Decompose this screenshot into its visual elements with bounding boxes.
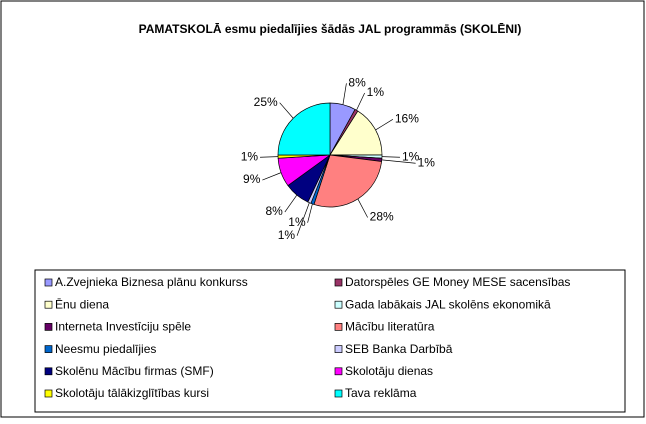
legend-label: Tava reklāma xyxy=(345,386,417,400)
leader-line xyxy=(279,102,294,119)
legend-label: SEB Banka Darbībā xyxy=(345,342,453,356)
legend-swatch xyxy=(44,323,53,331)
legend-swatch xyxy=(334,389,343,398)
pie-slice xyxy=(329,110,383,156)
legend-label: Gada labākais JAL skolēns ekonomikā xyxy=(345,297,551,311)
legend-box xyxy=(34,269,626,413)
leader-line xyxy=(296,202,310,236)
legend-label: Skolotāju dienas xyxy=(345,364,433,378)
legend-label: Interneta Investīciju spēle xyxy=(55,320,191,334)
data-label: 16% xyxy=(395,112,419,126)
data-label: 1% xyxy=(278,228,296,242)
data-label: 1% xyxy=(367,85,385,99)
legend-swatch xyxy=(44,300,53,309)
legend-swatch xyxy=(44,278,53,287)
data-label: 1% xyxy=(288,215,306,229)
legend-swatch xyxy=(334,300,343,309)
legend-swatch xyxy=(334,323,343,331)
legend-swatch xyxy=(44,367,53,376)
data-label: 28% xyxy=(370,210,394,224)
data-label: 25% xyxy=(254,95,278,109)
leader-line xyxy=(381,159,416,164)
legend-swatch xyxy=(334,345,343,353)
legend-swatch xyxy=(44,345,53,353)
data-label: 1% xyxy=(241,149,259,163)
legend-label: Mācību literatūra xyxy=(345,320,435,334)
leader-line xyxy=(284,194,298,213)
leader-line xyxy=(356,92,365,111)
chart-title: PAMATSKOLĀ esmu piedalījies šādās JAL pr… xyxy=(139,22,522,36)
legend-label: Datorspēles GE Money MESE sacensības xyxy=(345,275,570,289)
leader-line xyxy=(307,203,313,223)
leader-line xyxy=(342,83,347,105)
data-label: 9% xyxy=(243,172,261,186)
legend-label: A.Zvejnieka Biznesa plānu konkurss xyxy=(55,275,248,289)
leader-line xyxy=(262,172,282,181)
legend-swatch xyxy=(44,389,53,398)
leader-line xyxy=(260,156,279,158)
data-label: 1% xyxy=(402,149,420,163)
legend-swatch xyxy=(334,367,343,376)
legend-swatch xyxy=(334,278,343,287)
data-label: 1% xyxy=(418,155,436,169)
leader-line xyxy=(381,156,400,158)
legend-label: Skolotāju tālākizglītības kursi xyxy=(55,386,209,400)
legend-label: Neesmu piedalījies xyxy=(55,342,156,356)
leader-line xyxy=(357,198,368,218)
leader-line xyxy=(375,119,394,131)
legend-label: Ēnu diena xyxy=(55,297,109,311)
data-label: 8% xyxy=(265,204,283,218)
legend-label: Skolēnu Mācību firmas (SMF) xyxy=(55,364,214,378)
data-label: 8% xyxy=(348,75,366,89)
